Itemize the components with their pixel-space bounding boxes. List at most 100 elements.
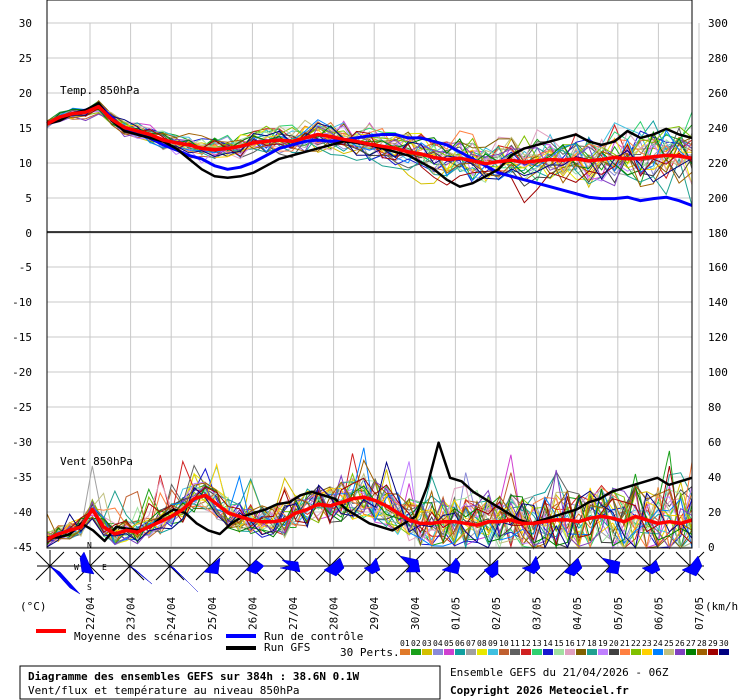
temp-right-tick-label: 200 [708,192,728,205]
wind-right-tick-label: 0 [708,541,715,554]
perturbation-number: 27 [686,639,696,648]
perturbation-swatch [521,649,531,655]
perturbation-number: 07 [466,639,476,648]
perturbation-number: 29 [708,639,718,648]
legend-mean-label: Moyenne des scénarios [74,630,213,643]
wind-right-tick-label: 60 [708,436,721,449]
perturbation-temp-line [46,107,693,204]
wind-right-tick-label: 20 [708,506,721,519]
grid-lines [47,22,700,548]
perturbation-swatch [411,649,421,655]
perturbation-swatch [466,649,476,655]
rose-cardinal-label: E [102,563,107,572]
rose-polygon [279,559,301,573]
temp-right-tick-label: 260 [708,87,728,100]
perturbation-number: 12 [521,639,531,648]
temp-series-moyenne-des-sc-narios [46,104,693,166]
legend-control-label: Run de contrôle [264,630,363,643]
x-tick-label: 05/05 [612,597,625,630]
perturbation-number: 16 [565,639,575,648]
wind-roses: N W E S [35,541,705,595]
perturbation-number: 30 [719,639,729,648]
footer-subtitle: Vent/flux et température au niveau 850hP… [28,684,300,697]
perturbation-number: 25 [664,639,674,648]
x-tick-label: 26/04 [246,597,259,630]
perturbation-swatch [554,649,564,655]
perturbation-swatch [543,649,553,655]
perturbation-number: 26 [675,639,685,648]
perturbation-number: 02 [411,639,421,648]
perturbation-number: 10 [499,639,509,648]
legend: Moyenne des scénarios Run de contrôle Ru… [36,629,729,659]
left-unit-label: (°C) [20,600,47,613]
perturbation-number: 21 [620,639,630,648]
rose-polygon [483,559,499,579]
perturbation-number: 28 [697,639,707,648]
x-tick-label: 02/05 [490,597,503,630]
perturbation-number: 19 [598,639,608,648]
x-tick-label: 30/04 [409,597,422,630]
perturbation-swatch [675,649,685,655]
rose-polygon [129,565,153,585]
temp-left-tick-label: 20 [19,87,32,100]
perturbation-swatch [686,649,696,655]
perturbation-temp-line [46,108,693,176]
temp-left-tick-label: 10 [19,157,32,170]
perturbation-wind-line [46,485,693,547]
perturbation-swatch [576,649,586,655]
x-tick-label: 04/05 [571,597,584,630]
wind-right-tick-label: 140 [708,296,728,309]
wind-left-tick-label: -15 [12,331,32,344]
wind-right-tick-label: 40 [708,471,721,484]
rose-polygon [521,555,541,575]
x-tick-label: 03/05 [531,597,544,630]
perturbation-swatch [488,649,498,655]
rose-cardinal-label: N [87,541,92,550]
perturbation-swatch [719,649,729,655]
x-tick-label: 27/04 [287,597,300,630]
perturbation-number: 24 [653,639,663,648]
perturbation-number: 15 [554,639,564,648]
perturbation-number: 11 [510,639,520,648]
perturbation-number: 06 [455,639,465,648]
rose-cardinal-label: S [87,583,92,592]
rose-cardinal-label: W [74,563,79,572]
footer-copyright: Copyright 2026 Meteociel.fr [450,684,629,697]
rose-polygon [563,557,583,577]
temp-left-tick-label: 15 [19,122,32,135]
temp-left-tick-label: 0 [25,227,32,240]
perturbation-wind-line [46,466,693,546]
footer-run-info: Ensemble GEFS du 21/04/2026 - 06Z [450,666,669,679]
perturbation-swatch [642,649,652,655]
temp-left-tick-label: 30 [19,17,32,30]
rose-polygon [79,551,95,575]
wind-left-tick-label: -40 [12,506,32,519]
rose-polygon [49,565,81,595]
perturbation-number: 09 [488,639,498,648]
x-tick-label: 06/05 [652,597,665,630]
plot-frames [46,0,693,549]
temp-right-tick-label: 280 [708,52,728,65]
wind-right-tick-label: 160 [708,261,728,274]
perturbation-swatch [653,649,663,655]
perturbation-swatch [422,649,432,655]
perturbation-swatch [499,649,509,655]
perturbation-swatch [455,649,465,655]
wind-panel-label: Vent 850hPa [60,455,133,468]
x-tick-label: 07/05 [693,597,706,630]
perturbation-number: 17 [576,639,586,648]
wind-left-tick-label: -20 [12,366,32,379]
temp-right-tick-label: 180 [708,227,728,240]
rose-polygon [203,557,221,575]
rose-polygon [641,559,661,575]
perturbation-swatch [708,649,718,655]
perturbation-wind-line [46,459,693,549]
wind-right-tick-label: 80 [708,401,721,414]
perturbation-number: 03 [422,639,432,648]
perturbation-number: 13 [532,639,542,648]
perturbation-swatch [587,649,597,655]
wind-left-tick-label: -25 [12,401,32,414]
perturbation-swatch [664,649,674,655]
wind-left-tick-label: -45 [12,541,32,554]
